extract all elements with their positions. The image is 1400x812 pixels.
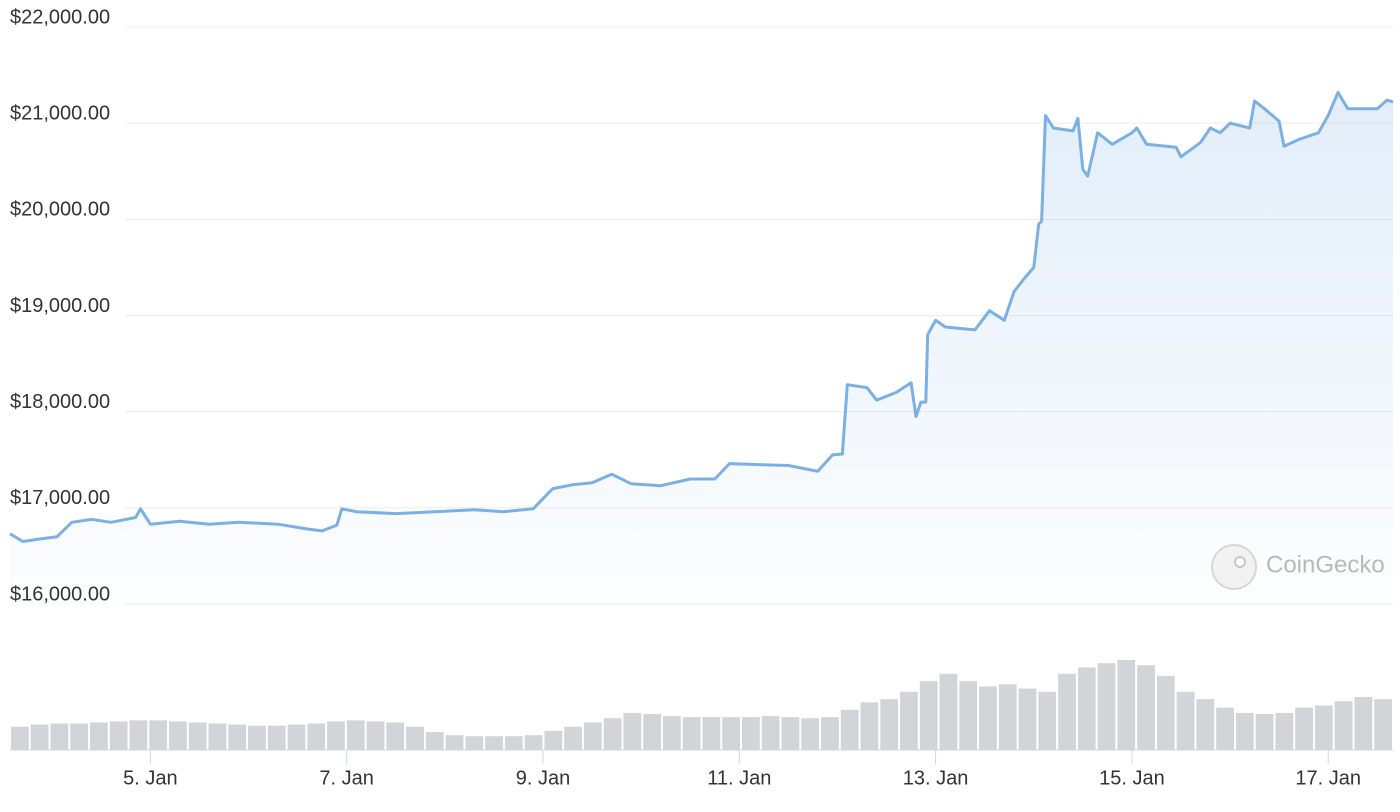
volume-bar (742, 717, 760, 750)
volume-bar (11, 726, 29, 750)
x-tick-label: 17. Jan (1295, 767, 1361, 789)
volume-bar (761, 716, 780, 750)
y-tick-label: $18,000.00 (10, 391, 110, 413)
plot (9, 90, 1394, 605)
volume-bar (307, 723, 326, 750)
price-area (10, 92, 1393, 605)
x-tick-label: 7. Jan (319, 767, 373, 789)
volume-bar (860, 702, 879, 750)
x-tick-label: 13. Jan (903, 767, 969, 789)
volume-bar (445, 735, 464, 750)
volume-bar (1137, 665, 1155, 750)
y-tick-label: $19,000.00 (10, 295, 110, 317)
volume-bar (821, 717, 839, 750)
price-line (9, 90, 1394, 543)
volume-bar (1295, 707, 1313, 750)
x-tick-label: 9. Jan (516, 767, 570, 789)
volume-bar (1354, 697, 1373, 750)
x-tick-label: 11. Jan (707, 767, 771, 789)
watermark-text: CoinGecko (1266, 551, 1385, 578)
y-tick-label: $16,000.00 (10, 583, 110, 605)
y-tick-label: $20,000.00 (10, 199, 110, 221)
volume-bar (208, 723, 227, 750)
volume-bar (623, 712, 642, 750)
volume-bar (1176, 691, 1195, 750)
volume-bar (1334, 701, 1353, 750)
y-tick-label: $17,000.00 (10, 487, 110, 509)
volume-bar (524, 735, 543, 750)
volume-bar (287, 724, 306, 750)
volume-bar (386, 722, 405, 750)
volume-bar (998, 684, 1017, 750)
volume-bar (662, 716, 681, 750)
volume-bar (50, 723, 69, 750)
volume-bar (880, 699, 899, 750)
volume-bar (1058, 673, 1076, 750)
volume-bar (840, 709, 859, 750)
labels: $16,000.00 $17,000.00 $18,000.00 $19,000.00… (10, 6, 1361, 789)
volume-bar (919, 681, 938, 750)
volume-bar (603, 718, 622, 750)
watermark-eye (1234, 556, 1246, 568)
volume-bar (900, 691, 918, 750)
volume-bar (30, 724, 49, 750)
volume-bar (327, 721, 345, 750)
volume-bar (1196, 699, 1215, 750)
volume-bar (702, 717, 721, 750)
volume-bar (1314, 705, 1333, 750)
volume-bar (406, 726, 424, 750)
volume-bar (1275, 712, 1294, 750)
volume-bar (722, 717, 741, 750)
volume-bar (70, 723, 89, 750)
volume-bar (564, 726, 582, 750)
volume-bar (366, 721, 385, 750)
volume-bar (267, 725, 286, 750)
watermark-logo (1211, 544, 1257, 590)
volume-bar (682, 717, 701, 750)
volume-bar (425, 732, 444, 750)
volume-bar (465, 736, 484, 750)
volume-bar (1374, 699, 1392, 750)
volume-bar (485, 736, 503, 750)
watermark: CoinGecko (1211, 544, 1385, 590)
volume-bar (149, 720, 168, 750)
volume-bar (781, 717, 800, 750)
volume-bar (109, 721, 128, 750)
x-tick-label: 5. Jan (123, 767, 177, 789)
volume-bar (228, 724, 247, 750)
volume-bar (169, 721, 187, 750)
volume-bar (1077, 667, 1096, 750)
volume-bar (979, 686, 997, 750)
volume-bar (188, 722, 207, 750)
volume-bar (939, 673, 958, 750)
volume-bar (1117, 660, 1136, 750)
volume-bar (959, 681, 978, 750)
volume-bar (346, 720, 365, 750)
volume-bar (248, 725, 266, 750)
volume-bar (1255, 714, 1274, 750)
volume-bar (583, 722, 602, 750)
volume-bar (129, 720, 148, 750)
y-tick-label: $22,000.00 (10, 6, 110, 28)
volume-bar (1216, 707, 1234, 750)
volume-bar (90, 722, 108, 750)
volume-bar (1097, 663, 1116, 750)
grid (10, 26, 1393, 764)
volume-bar (504, 736, 523, 750)
x-tick-label: 15. Jan (1099, 767, 1165, 789)
volume-bar (801, 718, 820, 750)
volume-bar (544, 730, 563, 750)
volume-bar (1038, 691, 1057, 750)
volume-bar (643, 714, 661, 750)
volume-bar (1018, 688, 1037, 750)
volume-bar (1235, 712, 1254, 750)
volume-bar (1156, 675, 1175, 750)
y-tick-label: $21,000.00 (10, 102, 110, 124)
volume-bars (11, 660, 1392, 750)
